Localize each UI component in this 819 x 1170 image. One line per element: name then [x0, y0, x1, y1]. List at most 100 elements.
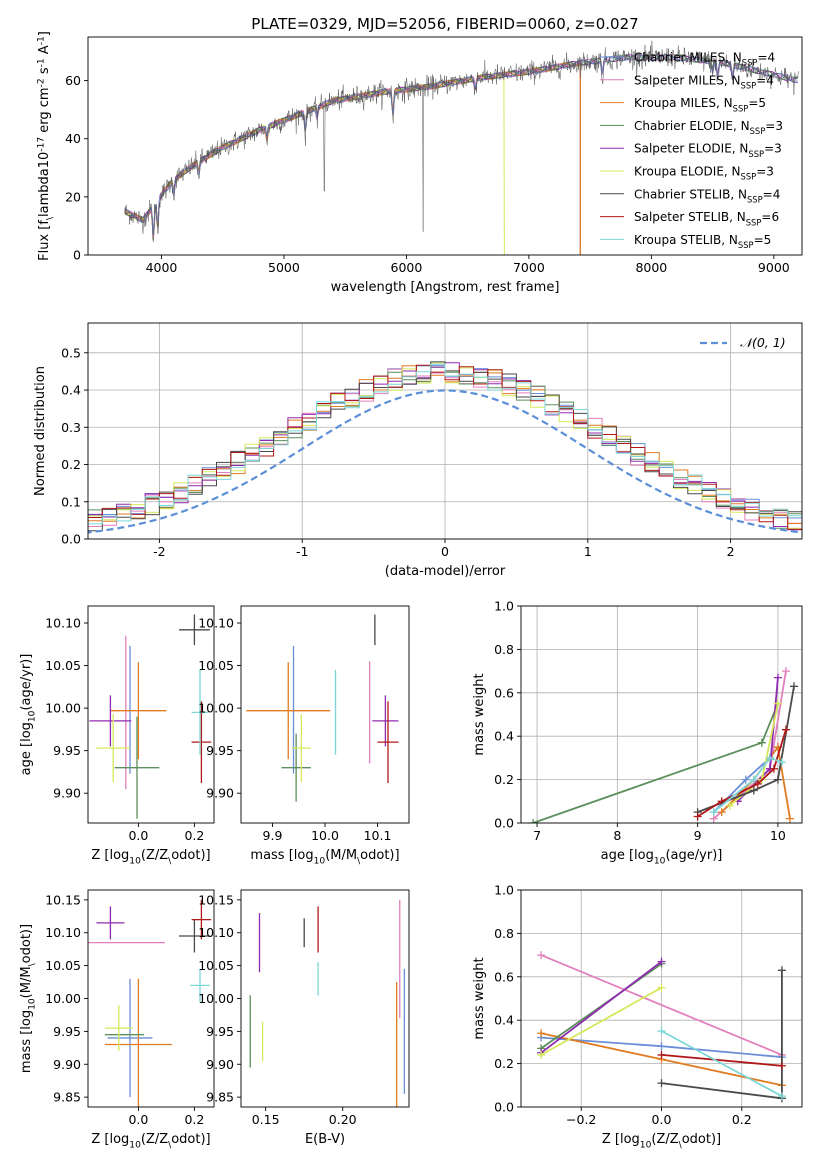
y-tick-label: 40 [65, 131, 81, 146]
axes-weight_vs_Z: −0.2 0.0 0.2 0.0 0.2 0.4 0.6 0.8 1.0 Z [log10(Z/Z… [472, 883, 803, 1151]
x-axis-label: (data-model)/error [385, 564, 506, 579]
x-tick-label: 0.2 [184, 1112, 204, 1127]
y-tick-label: 10.05 [45, 958, 81, 973]
weight-line-kroupa-stelib [713, 756, 783, 813]
y-tick-label: 1.0 [494, 599, 514, 614]
axes-mass_vs_Z: 0.0 0.2 9.85 9.90 9.95 10.00 10.05 10.10 10.15 Z … [19, 889, 215, 1151]
legend-label-chabrier-elodie: Chabrier ELODIE, NSSP=3 [634, 119, 783, 136]
y-tick-label: 0.0 [61, 532, 81, 547]
x-axis-label: Z [log10(Z/Z\odot)] [91, 1132, 210, 1151]
errorbar-point-chabrier-stelib [179, 614, 210, 646]
y-tick-label: 0.4 [494, 1013, 514, 1028]
axes-mass_vs_ebv: 0.15 0.20 9.85 9.90 9.95 10.00 10.05 10.10 10.15… [198, 889, 410, 1147]
x-axis-label: Z [log10(Z/Z\odot)] [602, 1132, 721, 1151]
y-tick-label: 10.15 [198, 892, 234, 907]
x-tick-label: 0.0 [652, 1112, 672, 1127]
x-tick-label: 0.0 [128, 1112, 148, 1127]
weight-marker-kroupa-stelib [657, 1027, 666, 1036]
axes-frame [87, 605, 215, 824]
y-tick-label: 10.00 [45, 701, 81, 716]
y-tick-label: 0.4 [494, 729, 514, 744]
weight-marker-chabrier-elodie [529, 819, 538, 823]
plot-area-weight_vs_age [529, 667, 798, 823]
weight-marker-salpeter-stelib [781, 725, 790, 734]
spectrum-legend: Chabrier MILES, NSSP=4 Salpeter MILES, NS… [600, 51, 783, 250]
x-tick-label: 0.20 [329, 1112, 357, 1127]
x-tick-label: 5000 [268, 260, 300, 275]
weight-marker-kroupa-miles [717, 808, 726, 817]
x-axis-label: E(B-V) [305, 1132, 345, 1147]
y-tick-label: 0.2 [61, 457, 81, 472]
x-tick-label: 10.1 [364, 828, 392, 843]
weight-marker-salpeter-stelib [693, 812, 702, 821]
y-axis-label: mass [log10(M/M\odot)] [19, 924, 38, 1073]
x-tick-label: 1 [584, 544, 592, 559]
y-tick-label: 1.0 [494, 883, 514, 898]
x-tick-label: 0 [441, 544, 449, 559]
x-axis-label: Z [log10(Z/Z\odot)] [91, 848, 210, 867]
plot-area-residuals [88, 361, 802, 535]
x-tick-label: 10.0 [311, 828, 339, 843]
y-tick-label: 10.10 [45, 616, 81, 631]
x-tick-label: 0.2 [184, 828, 204, 843]
errorbar-point-kroupa-stelib [191, 669, 209, 755]
legend-label-kroupa-stelib: Kroupa STELIB, NSSP=5 [634, 233, 771, 250]
weight-marker-kroupa-elodie [725, 801, 734, 810]
figure-title: PLATE=0329, MJD=52056, FIBERID=0060, z=0… [251, 15, 638, 33]
x-axis-label: age [log10(age/yr)] [601, 848, 723, 867]
y-tick-label: 0.2 [494, 1056, 514, 1071]
weight-marker-salpeter-elodie [657, 957, 666, 966]
weight-line-salpeter-stelib [661, 1054, 782, 1067]
plot-area-age_vs_mass [246, 614, 399, 802]
errorbar-point-chabrier-stelib [179, 919, 210, 953]
x-tick-label: 0.2 [732, 1112, 752, 1127]
data-spectrum-line [124, 40, 799, 243]
x-tick-label: 9000 [758, 260, 790, 275]
axes-frame [520, 605, 803, 824]
weight-marker-kroupa-elodie [773, 699, 782, 708]
x-tick-label: 9 [694, 828, 702, 843]
weight-line-salpeter-miles [540, 954, 783, 1056]
x-axis-label: wavelength [Angstrom, rest frame] [331, 280, 560, 295]
y-tick-label: 20 [65, 189, 81, 204]
x-tick-label: 6000 [391, 260, 423, 275]
x-tick-label: 0.15 [252, 1112, 280, 1127]
weight-marker-salpeter-stelib [753, 779, 762, 788]
y-tick-label: 10.10 [198, 616, 234, 631]
y-axis-label: Normed distribution [33, 366, 48, 496]
errorbar-point-salpeter-stelib [191, 701, 212, 784]
x-tick-label: -2 [153, 544, 165, 559]
errorbar-point-salpeter-stelib [191, 899, 212, 940]
errorbar-point-kroupa-miles [246, 662, 331, 760]
axes-frame [240, 889, 410, 1108]
x-tick-label: −0.2 [566, 1112, 596, 1127]
errorbar-point-salpeter-elodie [372, 695, 399, 747]
plot-area-mass_vs_ebv [249, 899, 406, 1107]
y-tick-label: 10.05 [198, 958, 234, 973]
weight-marker-kroupa-elodie [657, 983, 666, 992]
x-tick-label: 8000 [635, 260, 667, 275]
plot-area-age_vs_Z [89, 614, 212, 819]
y-tick-label: 10.15 [45, 892, 81, 907]
legend-label-chabrier-miles: Chabrier MILES, NSSP=4 [634, 51, 775, 68]
y-tick-label: 10.05 [45, 658, 81, 673]
weight-marker-chabrier-stelib [789, 682, 798, 691]
y-tick-label: 10.05 [198, 658, 234, 673]
weight-marker-salpeter-stelib [657, 1050, 666, 1059]
x-tick-label: 9.9 [263, 828, 283, 843]
y-tick-label: 60 [65, 73, 81, 88]
weight-line-chabrier-elodie [532, 703, 779, 823]
legend-label-normal: 𝒩(0, 1) [740, 335, 786, 350]
y-tick-label: 10.00 [45, 991, 81, 1006]
y-tick-label: 9.95 [53, 743, 81, 758]
y-tick-label: 0.2 [494, 772, 514, 787]
histogram-step-kroupa-stelib [88, 363, 802, 525]
weight-marker-chabrier-miles [657, 1042, 666, 1051]
y-tick-label: 0.4 [61, 383, 81, 398]
axes-residuals: -2 -1 0 1 2 0.0 0.1 0.2 0.3 0.4 0.5 (data-model)/er… [33, 322, 803, 579]
errorbar-point-chabrier-elodie [281, 733, 311, 802]
errorbar-point-kroupa-miles [110, 662, 167, 760]
y-axis-label: mass weight [472, 957, 487, 1039]
x-tick-label: 2 [727, 544, 735, 559]
y-tick-label: 10.10 [198, 925, 234, 940]
